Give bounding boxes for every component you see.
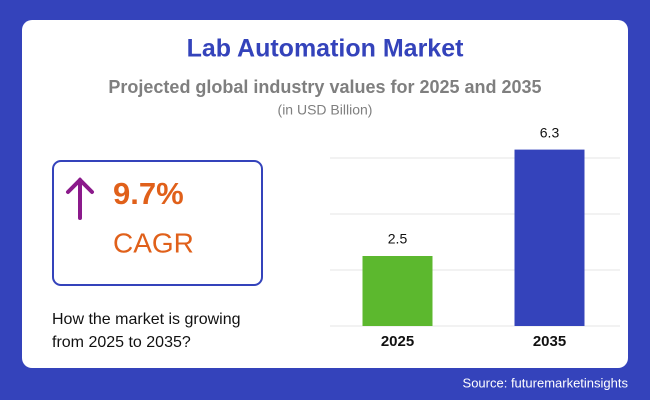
cagr-value: 9.7% [113,176,184,211]
unit-note: (in USD Billion) [278,102,373,118]
value-label: 2.5 [388,231,408,247]
source: Source: futuremarketinsights [463,375,629,390]
x-tick-label: 2025 [381,333,414,350]
cagr-label: CAGR [113,227,194,258]
bar [514,149,585,326]
subtitle: Projected global industry values for 202… [108,77,541,97]
x-tick-label: 2035 [533,333,566,350]
title: Lab Automation Market [187,35,465,63]
value-label: 6.3 [540,124,560,140]
card [22,20,628,368]
bar [362,256,433,326]
question: from 2025 to 2035? [52,334,191,351]
question: How the market is growing [52,311,241,328]
up-arrow [66,177,94,220]
cagr-box [52,160,263,286]
